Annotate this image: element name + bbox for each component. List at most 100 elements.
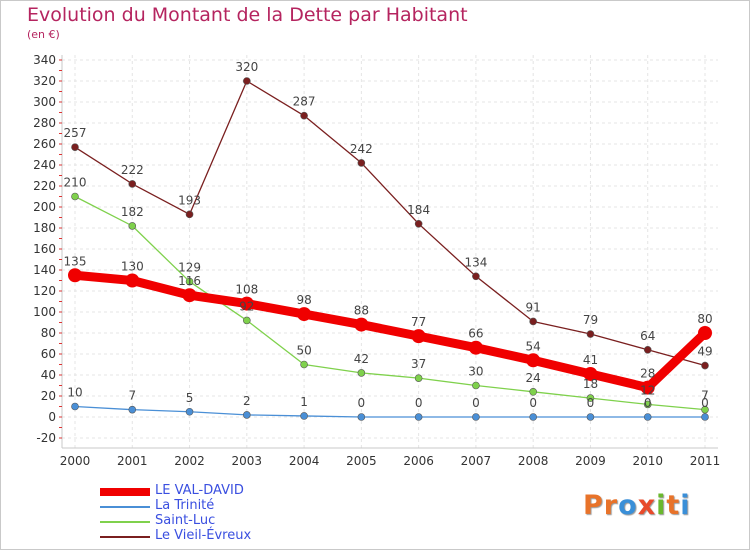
data-label: 79 [583,313,598,327]
data-label: 7 [128,389,136,403]
data-point [472,272,480,281]
x-tick-label: 2002 [174,454,205,468]
data-point [128,405,137,414]
data-point [354,317,369,332]
data-label: 193 [178,193,201,207]
data-point [71,402,79,411]
y-tick-label: 80 [41,326,56,340]
y-tick-label: -20 [36,431,56,445]
series-line-le-val-david [70,270,710,393]
data-label: 116 [178,274,201,288]
y-tick-label: 60 [41,347,56,361]
data-point [357,413,366,421]
data-point [529,413,537,421]
data-point [128,222,137,230]
legend-label: Le Vieil-Évreux [155,528,252,543]
data-label: 88 [354,304,369,318]
data-label: 80 [697,312,712,326]
data-label: 18 [583,377,598,391]
data-label: 222 [121,163,144,177]
axes: -200204060801001201401601802002202402602… [33,53,720,468]
data-label: 50 [296,344,311,358]
data-point [182,288,197,303]
y-tick-label: 260 [33,137,56,151]
legend-item: Saint-Luc [100,513,400,529]
data-label: 320 [235,60,258,74]
legend-swatch [100,536,150,538]
data-label: 5 [186,391,194,405]
legend-label: La Trinité [155,498,215,513]
legend: LE VAL-DAVID La Trinité Saint-Luc Le Vieil-… [100,483,400,544]
data-label: 2 [243,394,251,408]
legend-swatch [100,506,150,508]
data-point [701,413,709,421]
x-tick-label: 2001 [117,454,148,468]
data-label: 0 [644,396,652,410]
data-point [71,143,79,151]
chart-subtitle: (en €) [27,28,60,41]
data-label: 0 [529,396,537,410]
x-tick-label: 2011 [690,454,721,468]
data-label: 41 [583,353,598,367]
y-tick-label: 300 [33,95,56,109]
y-tick-label: 320 [33,74,56,88]
data-point [300,360,308,369]
data-point [529,387,537,396]
legend-item: La Trinité [100,498,400,514]
x-tick-label: 2004 [289,454,320,468]
data-labels: 2572221933202872421841349179644921018212… [64,60,713,410]
data-point [529,317,537,326]
y-tick-label: 280 [33,116,56,130]
data-point [185,210,194,219]
data-point [414,220,423,228]
data-label: 28 [640,367,655,381]
data-point [586,330,595,338]
data-label: 0 [472,396,480,410]
x-tick-label: 2006 [403,454,434,468]
data-label: 130 [121,260,144,274]
series-lines [68,77,712,421]
data-point [468,340,483,355]
data-point [586,413,595,421]
data-point [71,192,79,201]
y-tick-label: 340 [33,53,56,67]
data-label: 91 [526,300,541,314]
data-label: 30 [468,365,483,379]
data-point [239,296,254,311]
legend-swatch [100,521,150,523]
data-point [583,366,598,381]
data-point [701,361,709,370]
y-tick-label: 220 [33,179,56,193]
data-point [243,316,251,325]
data-label: 49 [697,345,712,359]
data-label: 37 [411,357,426,371]
data-label: 242 [350,142,373,156]
x-tick-label: 2000 [60,454,91,468]
legend-swatch [100,488,150,496]
legend-label: Saint-Luc [155,513,216,528]
data-label: 135 [64,254,87,268]
data-label: 184 [407,203,430,217]
series-line-saint-luc [74,195,706,411]
data-point [643,345,652,354]
data-point [472,413,480,421]
data-label: 64 [640,329,655,343]
legend-item: LE VAL-DAVID [100,483,400,499]
data-label: 0 [701,396,709,410]
legend-item: Le Vieil-Évreux [100,528,400,544]
data-point [125,273,140,288]
data-point [472,381,480,390]
data-point [414,413,423,421]
data-point [586,394,595,402]
data-label: 98 [296,293,311,307]
y-tick-label: 20 [41,389,56,403]
data-point [640,380,655,395]
y-tick-label: 120 [33,284,56,298]
data-label: 12 [640,383,655,397]
data-point [185,277,194,286]
y-tick-label: 100 [33,305,56,319]
y-tick-label: 140 [33,263,56,277]
x-tick-label: 2003 [232,454,263,468]
data-point [128,180,137,188]
